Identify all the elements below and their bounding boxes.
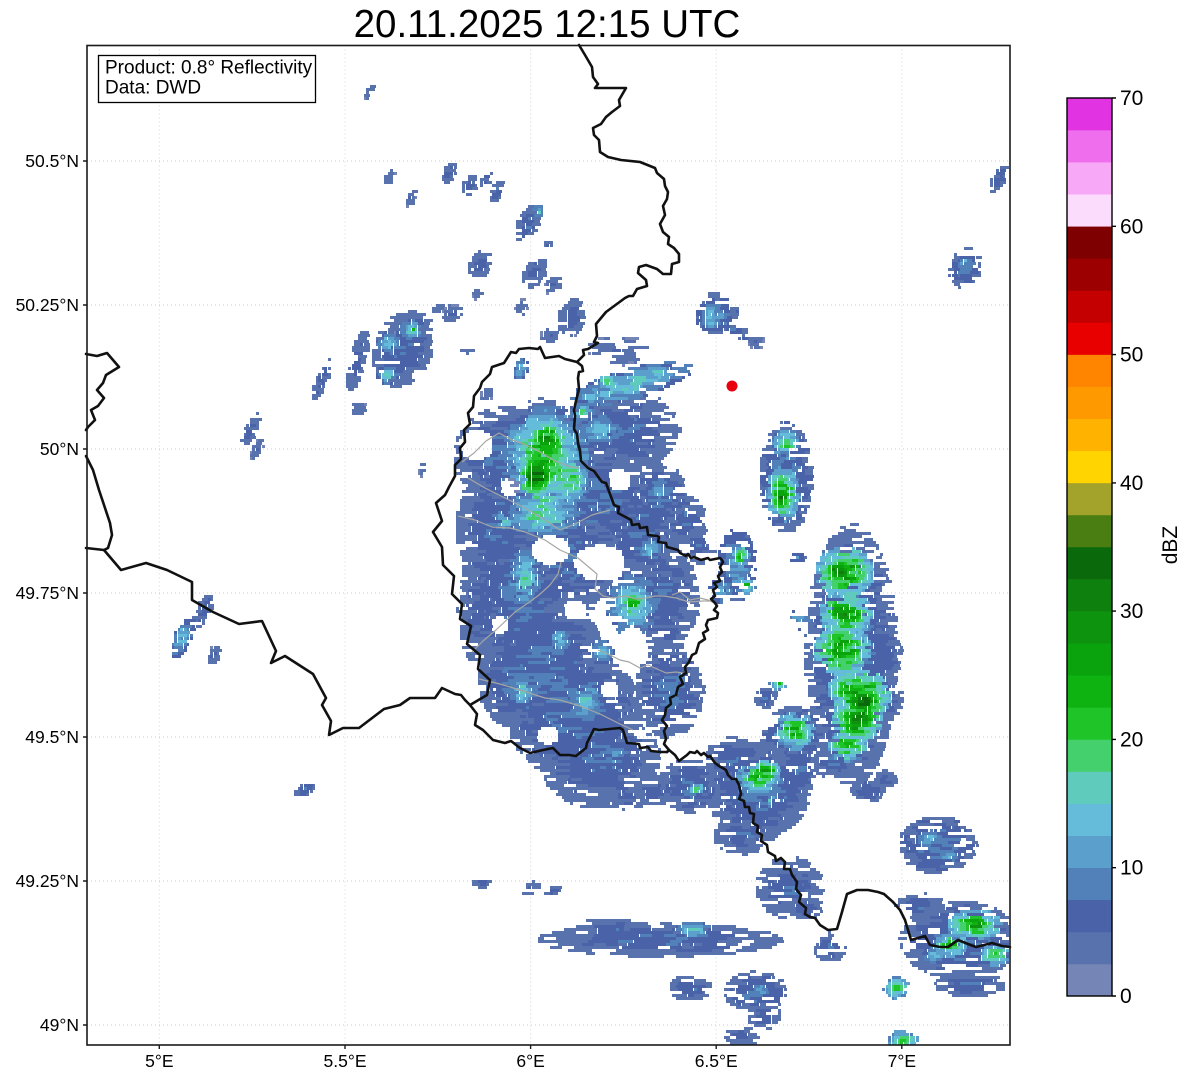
svg-text:50: 50 [1120, 344, 1143, 367]
svg-text:40: 40 [1120, 472, 1143, 495]
svg-text:5°E: 5°E [145, 1051, 173, 1071]
svg-text:49.5°N: 49.5°N [25, 727, 79, 747]
svg-text:dBZ: dBZ [1159, 526, 1182, 565]
svg-text:Data: DWD: Data: DWD [105, 78, 201, 99]
svg-text:10: 10 [1120, 857, 1143, 880]
svg-text:49°N: 49°N [40, 1015, 79, 1035]
svg-text:70: 70 [1120, 87, 1143, 110]
svg-text:20.11.2025 12:15 UTC: 20.11.2025 12:15 UTC [354, 3, 741, 46]
svg-text:60: 60 [1120, 215, 1143, 238]
svg-text:Product: 0.8° Reflectivity: Product: 0.8° Reflectivity [105, 58, 313, 79]
svg-text:30: 30 [1120, 600, 1143, 623]
svg-text:50.5°N: 50.5°N [25, 151, 79, 171]
svg-text:6°E: 6°E [516, 1051, 544, 1071]
svg-text:49.75°N: 49.75°N [16, 583, 79, 603]
svg-text:6.5°E: 6.5°E [695, 1051, 738, 1071]
svg-text:7°E: 7°E [888, 1051, 916, 1071]
svg-text:49.25°N: 49.25°N [16, 871, 79, 891]
svg-text:0: 0 [1120, 985, 1132, 1008]
svg-text:5.5°E: 5.5°E [324, 1051, 367, 1071]
svg-text:20: 20 [1120, 728, 1143, 751]
svg-text:50°N: 50°N [40, 439, 79, 459]
svg-text:50.25°N: 50.25°N [16, 295, 79, 315]
